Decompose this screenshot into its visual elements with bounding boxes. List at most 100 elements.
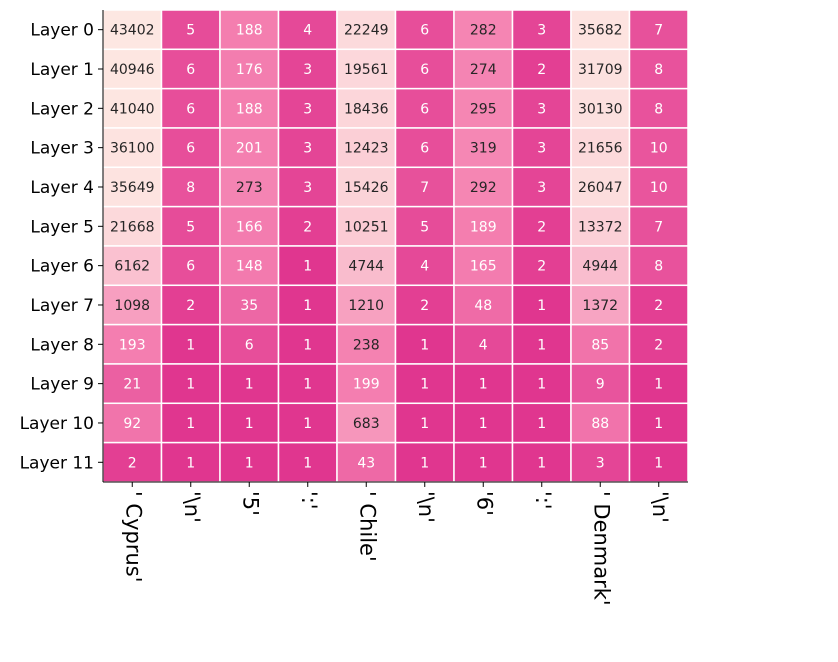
heatmap-cell bbox=[511, 323, 572, 365]
heatmap-cell bbox=[570, 363, 631, 405]
cell-value-label: 21656 bbox=[578, 141, 623, 157]
cell-value-label: 1 bbox=[479, 377, 488, 393]
heatmap-cell bbox=[336, 402, 397, 444]
cell-value-label: 1 bbox=[186, 337, 195, 353]
cell-value-label: 8 bbox=[186, 180, 195, 196]
heatmap-cell bbox=[628, 87, 689, 129]
cell-value-label: 1210 bbox=[348, 298, 384, 314]
cell-value-label: 85 bbox=[591, 337, 609, 353]
heatmap-cell bbox=[394, 205, 455, 247]
cell-value-label: 2 bbox=[654, 337, 663, 353]
heatmap-cell bbox=[336, 284, 397, 326]
cell-value-label: 2 bbox=[537, 62, 546, 78]
heatmap-cell bbox=[570, 166, 631, 208]
cell-value-label: 6 bbox=[186, 62, 195, 78]
cell-value-label: 165 bbox=[470, 259, 497, 275]
cell-value-label: 4 bbox=[303, 23, 312, 39]
heatmap-cell bbox=[628, 9, 689, 51]
heatmap-cell bbox=[570, 323, 631, 365]
cell-value-label: 21668 bbox=[110, 219, 155, 235]
cell-value-label: 188 bbox=[236, 101, 263, 117]
heatmap-cell bbox=[453, 363, 514, 405]
cell-value-label: 43402 bbox=[110, 23, 155, 39]
cell-value-label: 26047 bbox=[578, 180, 623, 196]
cell-value-label: 274 bbox=[470, 62, 497, 78]
cell-value-label: 1 bbox=[303, 377, 312, 393]
cell-value-label: 3 bbox=[596, 455, 605, 471]
cell-value-label: 1 bbox=[303, 416, 312, 432]
heatmap-cell bbox=[570, 48, 631, 90]
cell-value-label: 35 bbox=[240, 298, 258, 314]
cell-value-label: 1 bbox=[303, 455, 312, 471]
cell-value-label: 10251 bbox=[344, 219, 389, 235]
x-tick-label: '5' bbox=[238, 491, 262, 516]
cell-value-label: 1 bbox=[186, 416, 195, 432]
cell-value-label: 1 bbox=[479, 416, 488, 432]
cell-value-label: 6 bbox=[186, 259, 195, 275]
cell-value-label: 4 bbox=[420, 259, 429, 275]
cell-value-label: 1 bbox=[420, 337, 429, 353]
cell-value-label: 6 bbox=[420, 101, 429, 117]
x-tick-label: '6' bbox=[472, 491, 496, 516]
cell-value-label: 292 bbox=[470, 180, 497, 196]
x-tick-label: ':' bbox=[531, 491, 555, 510]
cell-value-label: 6 bbox=[420, 141, 429, 157]
heatmap-cell bbox=[336, 363, 397, 405]
x-tick-label: '\n' bbox=[180, 491, 204, 523]
cell-value-label: 1 bbox=[654, 377, 663, 393]
heatmap-cell bbox=[453, 245, 514, 287]
cell-value-label: 1 bbox=[245, 377, 254, 393]
cell-value-label: 193 bbox=[119, 337, 146, 353]
cell-value-label: 3 bbox=[537, 101, 546, 117]
x-tick-label: '\n' bbox=[648, 491, 672, 523]
cell-value-label: 19561 bbox=[344, 62, 389, 78]
cell-value-label: 6 bbox=[420, 23, 429, 39]
cell-value-label: 8 bbox=[654, 62, 663, 78]
cell-value-label: 7 bbox=[654, 23, 663, 39]
cell-value-label: 2 bbox=[654, 298, 663, 314]
cell-value-label: 2 bbox=[420, 298, 429, 314]
heatmap-cell bbox=[219, 87, 280, 129]
cell-value-label: 1098 bbox=[114, 298, 150, 314]
heatmap-cell bbox=[102, 127, 163, 169]
heatmap-cell bbox=[628, 441, 689, 483]
cell-value-label: 3 bbox=[303, 180, 312, 196]
cell-value-label: 40946 bbox=[110, 62, 155, 78]
cell-value-label: 6 bbox=[186, 101, 195, 117]
cell-value-label: 3 bbox=[537, 141, 546, 157]
cell-value-label: 199 bbox=[353, 377, 380, 393]
cell-value-label: 30130 bbox=[578, 101, 623, 117]
cell-value-label: 1 bbox=[303, 337, 312, 353]
cell-value-label: 36100 bbox=[110, 141, 155, 157]
cell-value-label: 1 bbox=[654, 455, 663, 471]
heatmap-cell bbox=[511, 284, 572, 326]
heatmap-cell bbox=[336, 166, 397, 208]
axes bbox=[102, 10, 688, 483]
cell-value-label: 7 bbox=[420, 180, 429, 196]
cell-value-label: 15426 bbox=[344, 180, 389, 196]
cell-value-label: 1 bbox=[537, 377, 546, 393]
x-tick-label: '\n' bbox=[414, 491, 438, 523]
cell-value-label: 1 bbox=[245, 455, 254, 471]
heatmap-cell bbox=[628, 166, 689, 208]
heatmap-cell bbox=[102, 245, 163, 287]
cell-value-label: 8 bbox=[654, 259, 663, 275]
heatmap-cell bbox=[394, 284, 455, 326]
cell-value-label: 189 bbox=[470, 219, 497, 235]
cell-value-label: 1 bbox=[479, 455, 488, 471]
heatmap-cell bbox=[394, 441, 455, 483]
x-tick-label: ' Cyprus' bbox=[121, 491, 145, 583]
cell-value-label: 13372 bbox=[578, 219, 623, 235]
cell-value-label: 1 bbox=[654, 416, 663, 432]
x-tick-label: ':' bbox=[297, 491, 321, 510]
cell-value-label: 1 bbox=[303, 259, 312, 275]
cell-value-label: 88 bbox=[591, 416, 609, 432]
heatmap-cell bbox=[453, 48, 514, 90]
heatmap-cell bbox=[336, 441, 397, 483]
heatmap-cell bbox=[160, 441, 221, 483]
cell-value-label: 1 bbox=[537, 416, 546, 432]
x-tick-label: ' Denmark' bbox=[589, 491, 613, 606]
cell-value-label: 35649 bbox=[110, 180, 155, 196]
cell-value-label: 1 bbox=[537, 455, 546, 471]
